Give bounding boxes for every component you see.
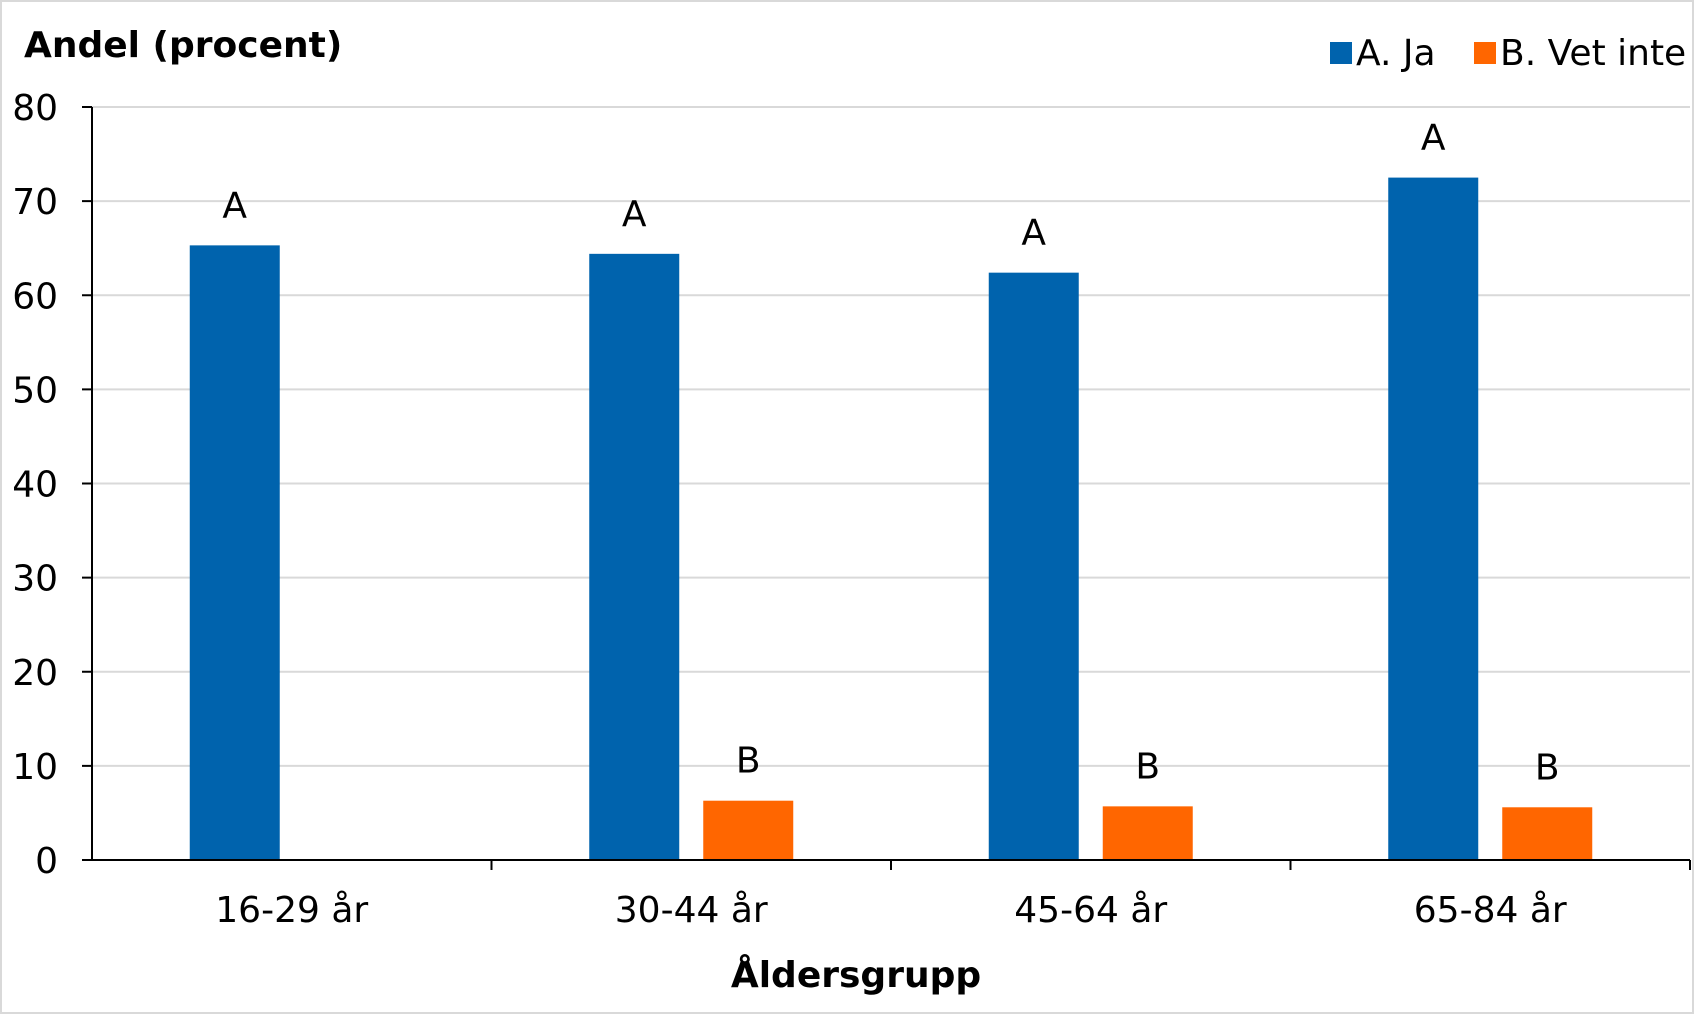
legend-label: A. Ja (1356, 33, 1436, 74)
bar-vet-inte (1502, 807, 1593, 860)
y-tick-label: 0 (35, 841, 58, 882)
bar-vet-inte (1102, 806, 1193, 860)
x-tick-label: 65-84 år (1414, 890, 1567, 931)
y-tick-label: 10 (12, 747, 58, 788)
y-tick-label: 50 (12, 370, 58, 411)
bar-ja (1388, 177, 1479, 860)
data-label: A (1421, 118, 1446, 159)
data-label: A (1021, 213, 1046, 254)
data-label: B (736, 741, 761, 782)
bar-ja (189, 245, 280, 860)
bars (189, 177, 1593, 860)
y-tick-label: 20 (12, 653, 58, 694)
data-label: B (1135, 746, 1160, 787)
y-tick-label: 70 (12, 182, 58, 223)
x-tick-label: 45-64 år (1014, 890, 1167, 931)
x-axis-title: Åldersgrupp (731, 954, 981, 996)
y-tick-label: 80 (12, 88, 58, 129)
y-tick-labels: 0 10 20 30 40 50 60 70 80 (12, 88, 92, 882)
x-tick-label: 16-29 år (215, 890, 368, 931)
data-label: B (1535, 747, 1560, 788)
gridlines (92, 106, 1690, 767)
legend-label: B. Vet inte (1500, 33, 1686, 74)
x-tick-labels: 16-29 år 30-44 år 45-64 år 65-84 år (215, 860, 1691, 931)
x-tick-label: 30-44 år (615, 890, 768, 931)
bar-vet-inte (703, 800, 794, 860)
legend-swatch (1330, 42, 1352, 64)
y-tick-label: 40 (12, 465, 58, 506)
data-label: A (222, 185, 247, 226)
legend-swatch (1474, 42, 1496, 64)
y-tick-label: 30 (12, 559, 58, 600)
y-axis-title: Andel (procent) (24, 25, 342, 66)
data-labels: A A B A B A B (222, 118, 1559, 789)
bar-ja (988, 272, 1079, 860)
legend: A. Ja B. Vet inte (1330, 33, 1686, 74)
bar-ja (589, 253, 680, 860)
y-tick-label: 60 (12, 276, 58, 317)
data-label: A (622, 194, 647, 235)
